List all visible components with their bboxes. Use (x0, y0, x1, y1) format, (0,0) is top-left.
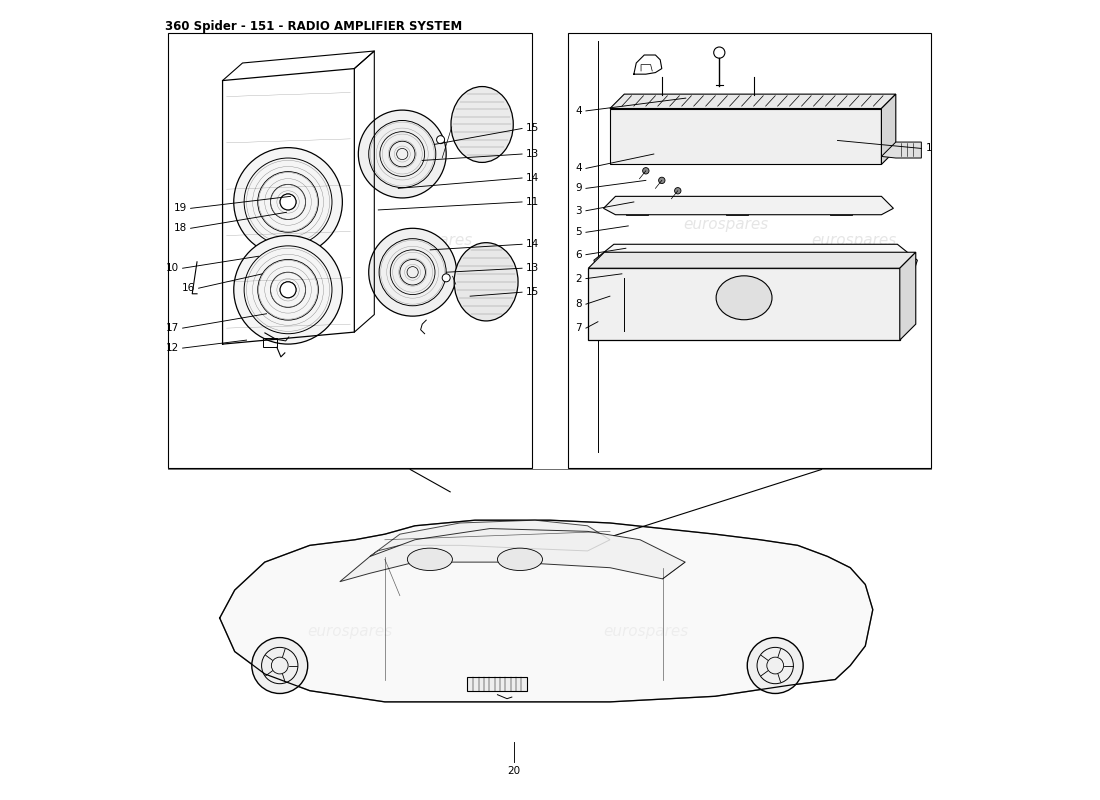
Circle shape (658, 95, 666, 103)
Bar (568, 33, 931, 468)
Circle shape (674, 187, 681, 194)
Ellipse shape (497, 548, 542, 570)
Text: eurospares: eurospares (308, 624, 393, 639)
Circle shape (659, 177, 666, 183)
Text: 6: 6 (575, 250, 582, 260)
Ellipse shape (716, 276, 772, 320)
Circle shape (280, 194, 296, 210)
Circle shape (867, 152, 877, 162)
Text: 19: 19 (174, 203, 187, 214)
Polygon shape (588, 268, 900, 340)
Text: 12: 12 (165, 343, 178, 353)
Ellipse shape (454, 242, 518, 321)
Text: 15: 15 (526, 287, 539, 297)
Text: 7: 7 (575, 323, 582, 333)
Circle shape (280, 282, 296, 298)
Text: 9: 9 (575, 183, 582, 194)
Text: 4: 4 (575, 163, 582, 174)
Circle shape (867, 112, 877, 122)
Text: 20: 20 (507, 766, 520, 776)
Text: 16: 16 (182, 283, 195, 293)
Circle shape (750, 95, 758, 103)
Text: 18: 18 (174, 223, 187, 234)
Text: eurospares: eurospares (683, 217, 768, 232)
Bar (263, 338, 277, 347)
Circle shape (642, 168, 649, 174)
Ellipse shape (407, 548, 452, 570)
Circle shape (593, 325, 600, 331)
Polygon shape (588, 252, 916, 268)
Polygon shape (609, 109, 881, 165)
Polygon shape (604, 196, 893, 214)
Text: 5: 5 (575, 227, 582, 238)
Polygon shape (900, 252, 916, 340)
Bar (626, 202, 648, 214)
Bar (168, 33, 531, 468)
Circle shape (368, 228, 456, 316)
Circle shape (233, 235, 342, 344)
Text: 1: 1 (925, 143, 932, 154)
Ellipse shape (451, 86, 514, 162)
Text: 360 Spider - 151 - RADIO AMPLIFIER SYSTEM: 360 Spider - 151 - RADIO AMPLIFIER SYSTE… (165, 20, 462, 33)
Text: 13: 13 (526, 263, 539, 274)
Circle shape (615, 152, 625, 162)
Circle shape (593, 277, 600, 283)
Polygon shape (881, 94, 895, 165)
Text: 14: 14 (526, 173, 539, 183)
Polygon shape (594, 244, 917, 272)
Circle shape (714, 47, 725, 58)
Circle shape (252, 638, 308, 694)
Bar (726, 202, 748, 214)
Circle shape (442, 274, 450, 282)
Polygon shape (609, 94, 895, 109)
Circle shape (615, 112, 625, 122)
Text: 8: 8 (575, 299, 582, 309)
Bar (604, 252, 620, 262)
Text: 2: 2 (575, 274, 582, 284)
Text: 14: 14 (526, 239, 539, 250)
Text: eurospares: eurospares (244, 217, 329, 232)
Polygon shape (370, 520, 610, 557)
Bar (879, 250, 896, 258)
Circle shape (873, 315, 894, 336)
Bar (879, 256, 896, 264)
Text: 13: 13 (526, 149, 539, 159)
Circle shape (359, 110, 447, 198)
Text: 4: 4 (575, 106, 582, 116)
Circle shape (437, 136, 444, 144)
Circle shape (593, 301, 600, 307)
Text: 15: 15 (526, 123, 539, 134)
Bar (468, 677, 528, 690)
Text: 3: 3 (575, 206, 582, 216)
Text: eurospares: eurospares (603, 624, 689, 639)
Text: 17: 17 (165, 323, 178, 333)
Polygon shape (340, 529, 685, 582)
Text: 10: 10 (165, 263, 178, 274)
Circle shape (747, 638, 803, 694)
Text: eurospares: eurospares (387, 233, 473, 248)
Polygon shape (220, 520, 872, 702)
Circle shape (233, 148, 342, 256)
Text: 11: 11 (526, 197, 539, 207)
Bar (829, 202, 851, 214)
Polygon shape (881, 142, 922, 158)
Text: eurospares: eurospares (811, 233, 896, 248)
